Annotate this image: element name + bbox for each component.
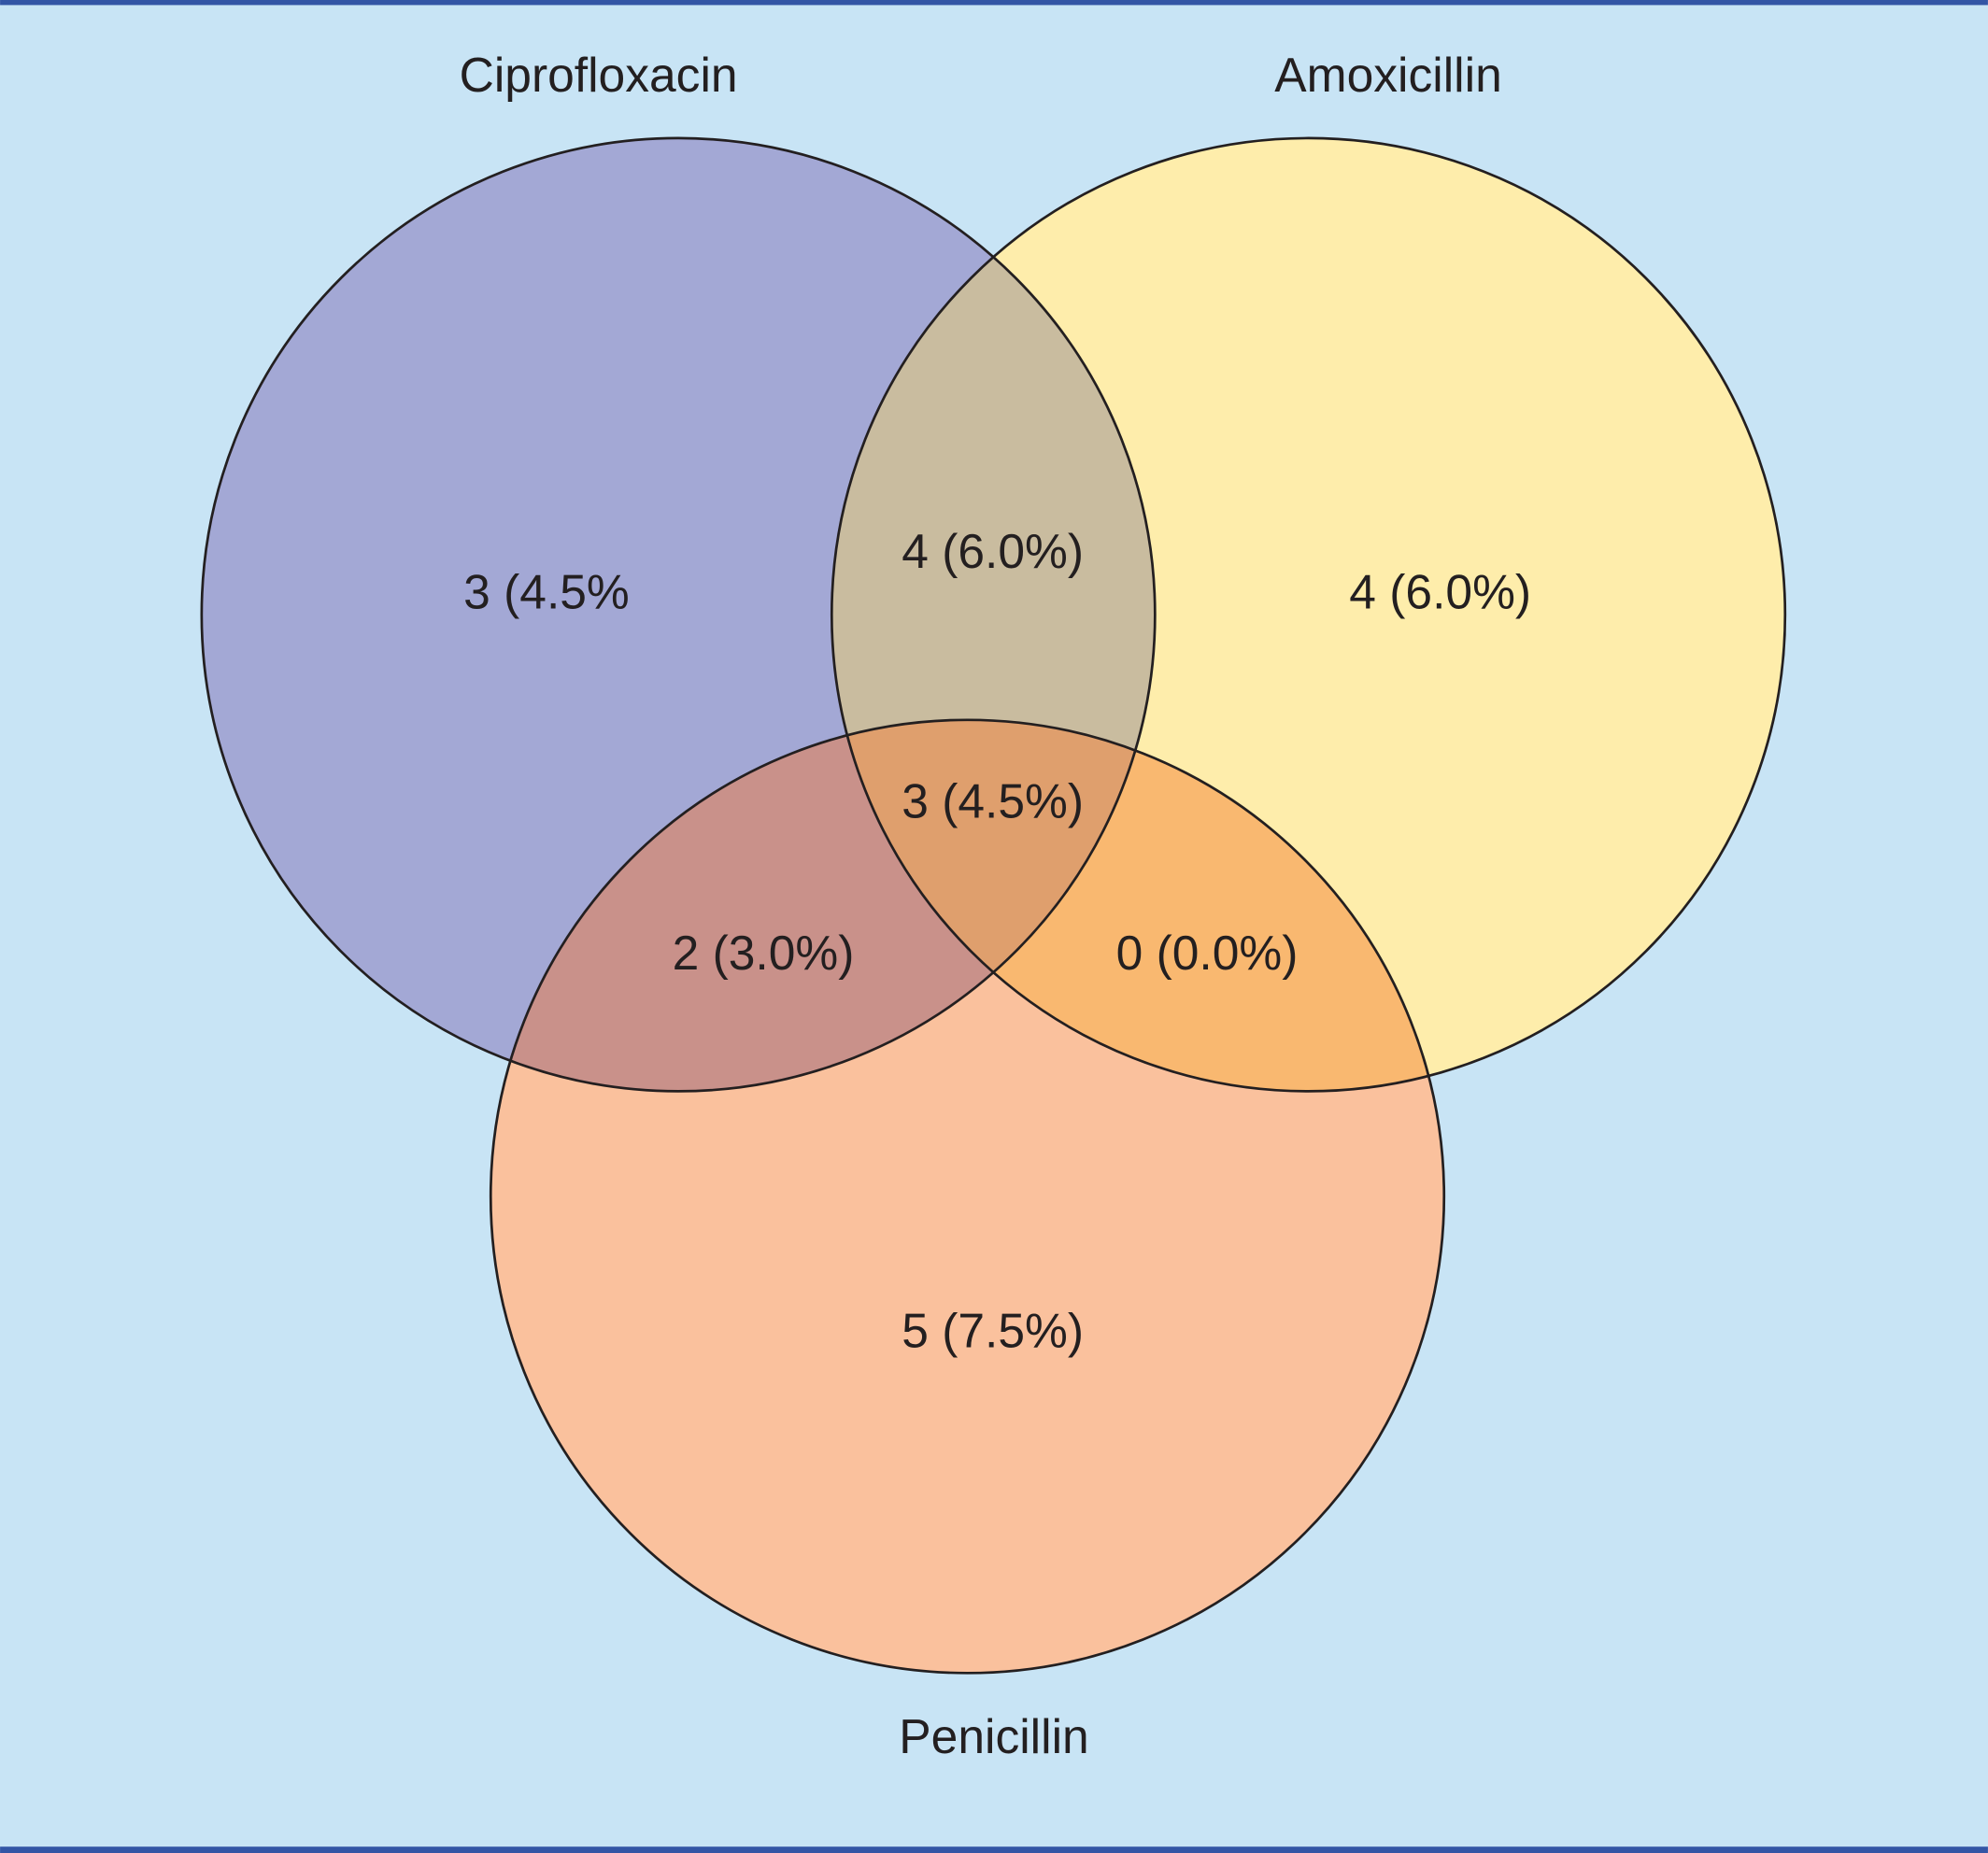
- region-label: 3 (4.5%): [902, 773, 1084, 827]
- overlap-amox-pen: [831, 719, 1444, 1092]
- overlap-cipro-pen: [490, 719, 1156, 1092]
- region-label: 0 (0.0%): [1116, 926, 1299, 980]
- region-label: 2 (3.0%): [673, 926, 855, 980]
- set-label: Amoxicillin: [1274, 48, 1501, 102]
- region-label: 4 (6.0%): [902, 524, 1084, 578]
- bottom-rule: [0, 1846, 1988, 1853]
- region-label: 4 (6.0%): [1349, 564, 1531, 618]
- outline-amoxicillin: [830, 136, 1787, 1093]
- set-label: Penicillin: [899, 1709, 1088, 1763]
- outline-ciprofloxacin: [200, 136, 1157, 1093]
- set-label: Ciprofloxacin: [460, 48, 738, 102]
- region-label: 3 (4.5%: [463, 564, 630, 618]
- region-label: 5 (7.5%): [902, 1304, 1084, 1358]
- outline-penicillin: [489, 718, 1446, 1675]
- top-rule: [0, 0, 1988, 6]
